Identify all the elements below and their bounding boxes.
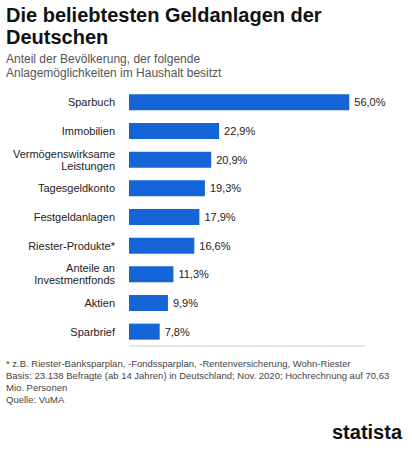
- html-text:Die beliebtesten Geldanlagen d: Die beliebtesten Geldanlagen der Deutsch…: [6, 4, 322, 48]
- html-text:Basis: 23.138 Befragte (ab 14: Basis: 23.138 Befragte (ab 14 Jahren) in…: [6, 370, 390, 393]
- svg-text:9,9%: 9,9%: [173, 297, 198, 309]
- svg-text:20,9%: 20,9%: [216, 154, 247, 166]
- svg-text:11,3%: 11,3%: [178, 268, 209, 280]
- svg-text:Festgeldanlagen: Festgeldanlagen: [34, 211, 115, 223]
- svg-text:56,0%: 56,0%: [354, 96, 385, 108]
- svg-text:19,3%: 19,3%: [210, 182, 241, 194]
- html-text:statista: statista: [332, 421, 402, 443]
- svg-text:Immobilien: Immobilien: [62, 125, 115, 137]
- svg-text:Aktien: Aktien: [84, 297, 115, 309]
- svg-text:Anteile anInvestmentfonds: Anteile anInvestmentfonds: [34, 262, 115, 286]
- html-text:Anteil der Bevölkerung, der fo: Anteil der Bevölkerung, der folgende Anl…: [6, 52, 222, 80]
- svg-text:17,9%: 17,9%: [204, 211, 235, 223]
- svg-text:22,9%: 22,9%: [224, 125, 255, 137]
- svg-text:Tagesgeldkonto: Tagesgeldkonto: [38, 182, 115, 194]
- svg-text:VermögenswirksameLeistungen: VermögenswirksameLeistungen: [13, 148, 115, 172]
- html-text:* z.B. Riester-Banksparplan, -: * z.B. Riester-Banksparplan, -Fondssparp…: [6, 358, 351, 369]
- svg-text:Riester-Produkte*: Riester-Produkte*: [28, 240, 116, 252]
- svg-text:16,6%: 16,6%: [199, 240, 230, 252]
- html-text:Quelle: VuMA: Quelle: VuMA: [6, 394, 65, 405]
- svg-text:Sparbrief: Sparbrief: [70, 326, 116, 338]
- svg-text:Sparbuch: Sparbuch: [68, 96, 115, 108]
- svg-text:7,8%: 7,8%: [165, 326, 190, 338]
